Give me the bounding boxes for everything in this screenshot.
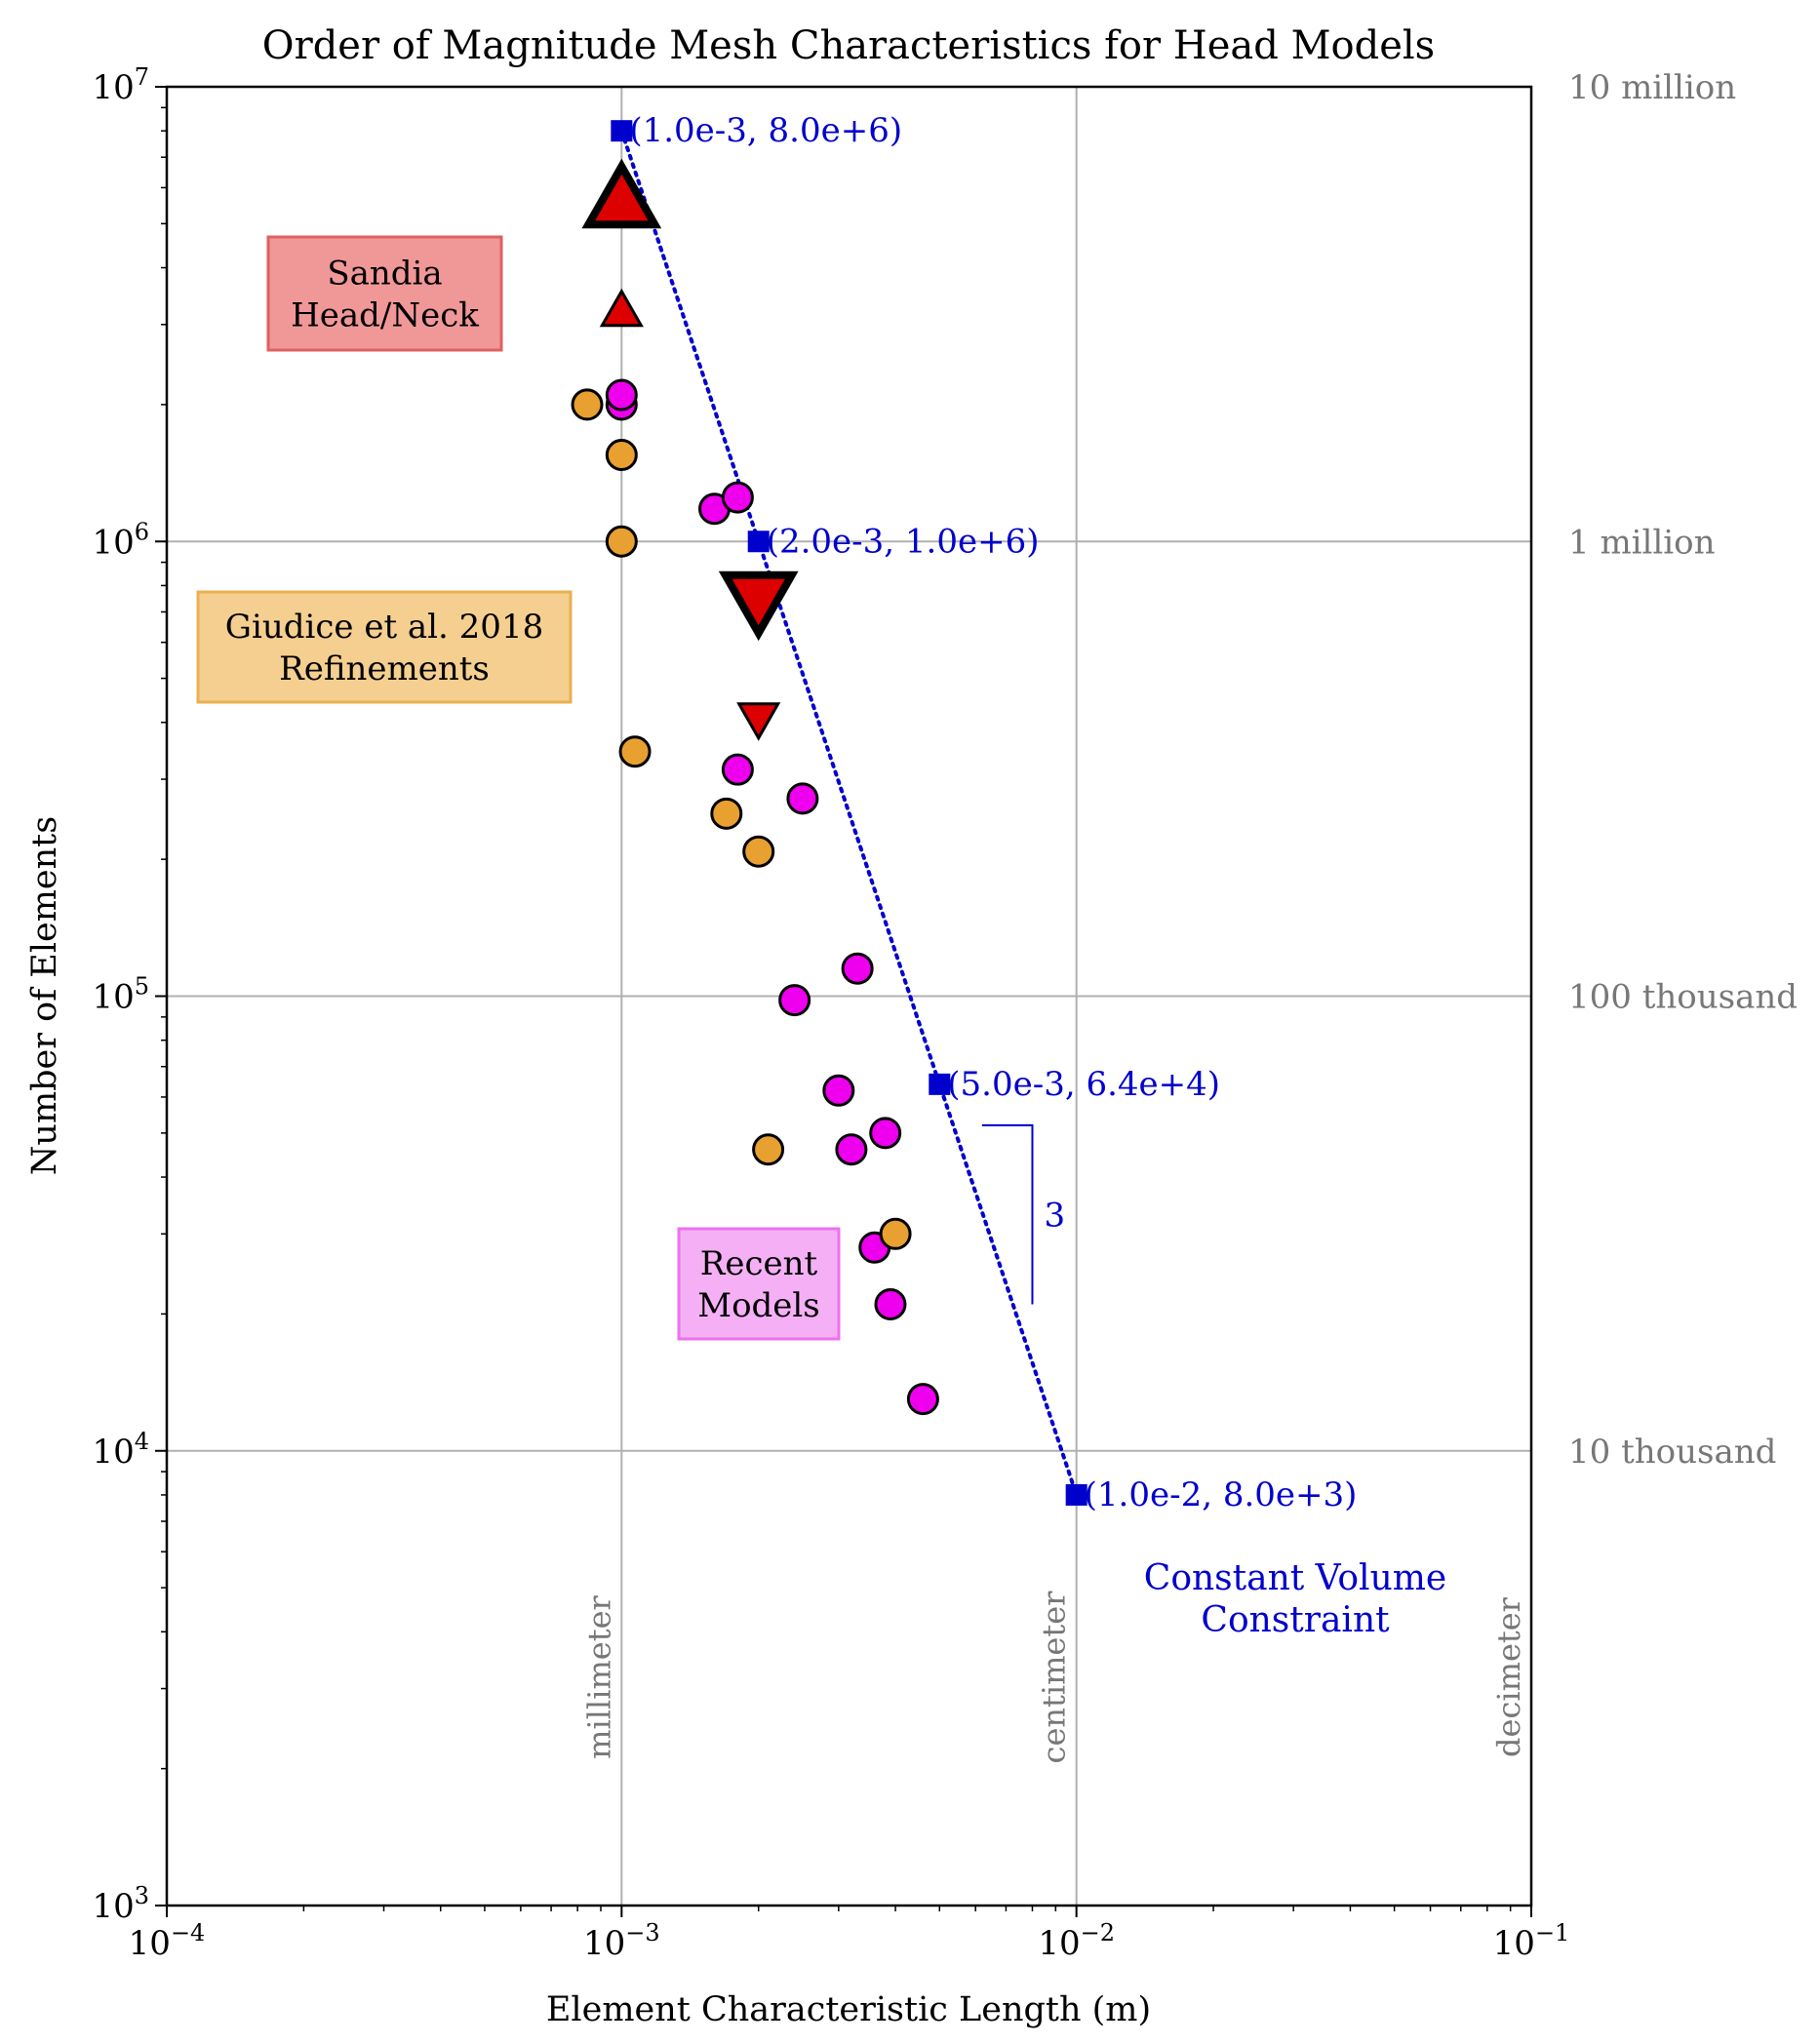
giudice-point [571,388,604,421]
giudice-point [605,525,638,558]
annotation-box-sandia [266,235,503,352]
sandia-triangle [599,288,644,328]
x-tick-label: 10−1 [1493,1919,1570,1963]
right-axis-label: 10 million [1568,68,1736,107]
constraint-caption-line2: Constraint [1201,1600,1390,1640]
x-tick-label: 10−3 [583,1919,660,1963]
giudice-point [742,835,775,868]
scale-labels: millimeter centimeter decimeter [580,1591,1527,1764]
recent-model-point [778,984,811,1017]
x-axis-label: Element Characteristic Length (m) [546,1990,1151,2029]
constraint-line: (1.0e-3, 8.0e+6) (2.0e-3, 1.0e+6) (5.0e-3,… [611,111,1446,1640]
scale-label: decimeter [1490,1596,1527,1757]
scale-label: centimeter [1036,1591,1073,1764]
constraint-point-label: (1.0e-2, 8.0e+3) [1085,1475,1358,1514]
x-tick-label: 10−2 [1038,1919,1115,1963]
recent-model-point [874,1288,907,1321]
right-axis-labels: 10 million 1 million 100 thousand 10 thousa… [1568,68,1798,1472]
recent-model-point [841,952,874,985]
constraint-point [929,1073,951,1095]
y-axis-label: Number of Elements [25,816,64,1175]
giudice-point [879,1217,912,1250]
giudice-point [618,735,652,768]
sandia-triangle [736,702,781,741]
recent-model-point [835,1133,868,1166]
recent-model-point [721,753,754,786]
chart-title: Order of Magnitude Mesh Characteristics … [262,23,1435,68]
giudice-point [605,439,638,472]
y-tick-label: 104 [92,1428,149,1472]
annotation-text-giudice: Refinements [279,649,490,688]
y-tick-label: 105 [92,973,149,1017]
constraint-point [747,531,770,553]
constraint-point-label: (1.0e-3, 8.0e+6) [629,111,902,150]
annotation-text-recent: Models [697,1286,820,1325]
annotation-box-giudice [196,590,573,704]
giudice-point [752,1133,785,1166]
recent-model-point [605,378,638,412]
recent-model-point [869,1117,902,1150]
data-points [571,158,939,1416]
recent-model-point [721,481,754,514]
slope-bracket [981,1123,1034,1305]
constraint-point [611,120,633,142]
right-axis-label: 100 thousand [1568,978,1798,1017]
right-axis-label: 10 thousand [1568,1433,1776,1472]
scale-label: millimeter [580,1594,617,1758]
constraint-caption-line1: Constant Volume [1144,1558,1446,1598]
recent-model-point [822,1074,855,1107]
annotation-text-giudice: Giudice et al. 2018 [225,608,543,647]
annotation-text-sandia: Head/Neck [291,296,479,335]
right-axis-label: 1 million [1568,523,1716,562]
constraint-dotted-line [619,129,1079,1497]
annotation-box-recent [677,1227,841,1341]
y-tick-label: 103 [92,1882,149,1926]
y-tick-label: 107 [92,63,149,107]
sandia-triangle [718,570,799,642]
giudice-point [710,797,743,830]
axis-ticks: 10−4 10−3 10−2 10−1 103 104 105 106 107 [92,63,1569,1963]
slope-label: 3 [1044,1197,1065,1236]
sandia-triangle [581,158,662,229]
constraint-point-label: (5.0e-3, 6.4e+4) [947,1065,1220,1104]
constraint-point [1065,1483,1087,1506]
constraint-point-label: (2.0e-3, 1.0e+6) [767,522,1040,561]
recent-model-point [786,782,819,815]
annotation-text-sandia: Sandia [327,255,442,294]
annotation-text-recent: Recent [700,1244,818,1283]
recent-model-point [906,1383,939,1416]
y-tick-label: 106 [92,518,149,562]
x-tick-label: 10−4 [129,1919,206,1963]
